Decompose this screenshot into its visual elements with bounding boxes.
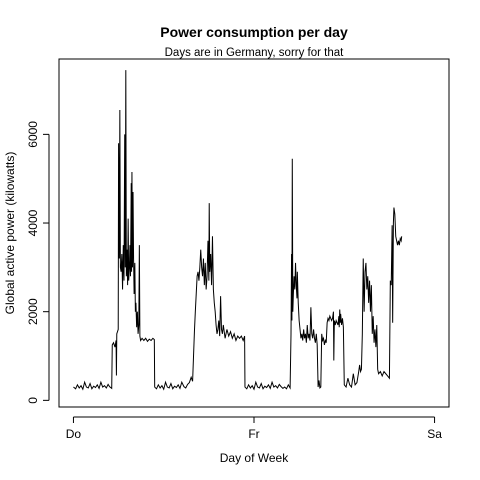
y-axis: 0 2000 4000 6000	[26, 121, 50, 404]
chart-title: Power consumption per day	[160, 24, 348, 40]
x-tick-label: Fr	[248, 427, 259, 441]
plot-area-border	[58, 58, 450, 408]
y-tick-label: 2000	[26, 298, 40, 325]
y-axis-label: Global active power (kilowatts)	[3, 152, 17, 315]
chart-subtitle: Days are in Germany, sorry for that	[165, 47, 345, 59]
y-tick-label: 4000	[26, 209, 40, 236]
y-tick-label: 6000	[26, 121, 40, 148]
x-axis-label: Day of Week	[220, 451, 289, 465]
x-axis: Do Fr Sa	[66, 416, 442, 441]
x-tick-label: Do	[66, 427, 82, 441]
plot-area	[73, 70, 403, 391]
y-tick-label: 0	[26, 397, 40, 404]
series-line-1	[73, 70, 403, 391]
x-tick-label: Sa	[427, 427, 442, 441]
